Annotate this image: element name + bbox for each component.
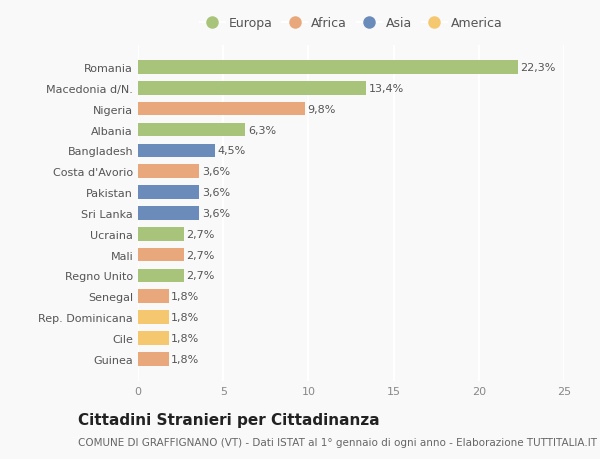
Text: Cittadini Stranieri per Cittadinanza: Cittadini Stranieri per Cittadinanza xyxy=(78,413,380,428)
Bar xyxy=(138,103,305,116)
Text: 1,8%: 1,8% xyxy=(171,333,199,343)
Bar xyxy=(138,61,518,75)
Bar xyxy=(138,82,367,95)
Bar xyxy=(138,207,199,220)
Bar xyxy=(138,352,169,366)
Text: 3,6%: 3,6% xyxy=(202,167,230,177)
Text: 4,5%: 4,5% xyxy=(217,146,245,156)
Legend: Europa, Africa, Asia, America: Europa, Africa, Asia, America xyxy=(194,12,508,35)
Bar xyxy=(138,123,245,137)
Text: COMUNE DI GRAFFIGNANO (VT) - Dati ISTAT al 1° gennaio di ogni anno - Elaborazion: COMUNE DI GRAFFIGNANO (VT) - Dati ISTAT … xyxy=(78,437,597,447)
Text: 2,7%: 2,7% xyxy=(187,250,215,260)
Bar xyxy=(138,290,169,303)
Text: 1,8%: 1,8% xyxy=(171,354,199,364)
Bar xyxy=(138,186,199,199)
Text: 13,4%: 13,4% xyxy=(369,84,404,94)
Text: 22,3%: 22,3% xyxy=(521,63,556,73)
Bar xyxy=(138,248,184,262)
Text: 9,8%: 9,8% xyxy=(308,105,336,114)
Bar xyxy=(138,144,215,158)
Bar xyxy=(138,228,184,241)
Bar xyxy=(138,269,184,283)
Text: 1,8%: 1,8% xyxy=(171,313,199,322)
Text: 1,8%: 1,8% xyxy=(171,291,199,302)
Text: 2,7%: 2,7% xyxy=(187,271,215,281)
Text: 2,7%: 2,7% xyxy=(187,229,215,239)
Text: 6,3%: 6,3% xyxy=(248,125,276,135)
Text: 3,6%: 3,6% xyxy=(202,188,230,198)
Bar xyxy=(138,311,169,324)
Text: 3,6%: 3,6% xyxy=(202,208,230,218)
Bar xyxy=(138,331,169,345)
Bar xyxy=(138,165,199,179)
